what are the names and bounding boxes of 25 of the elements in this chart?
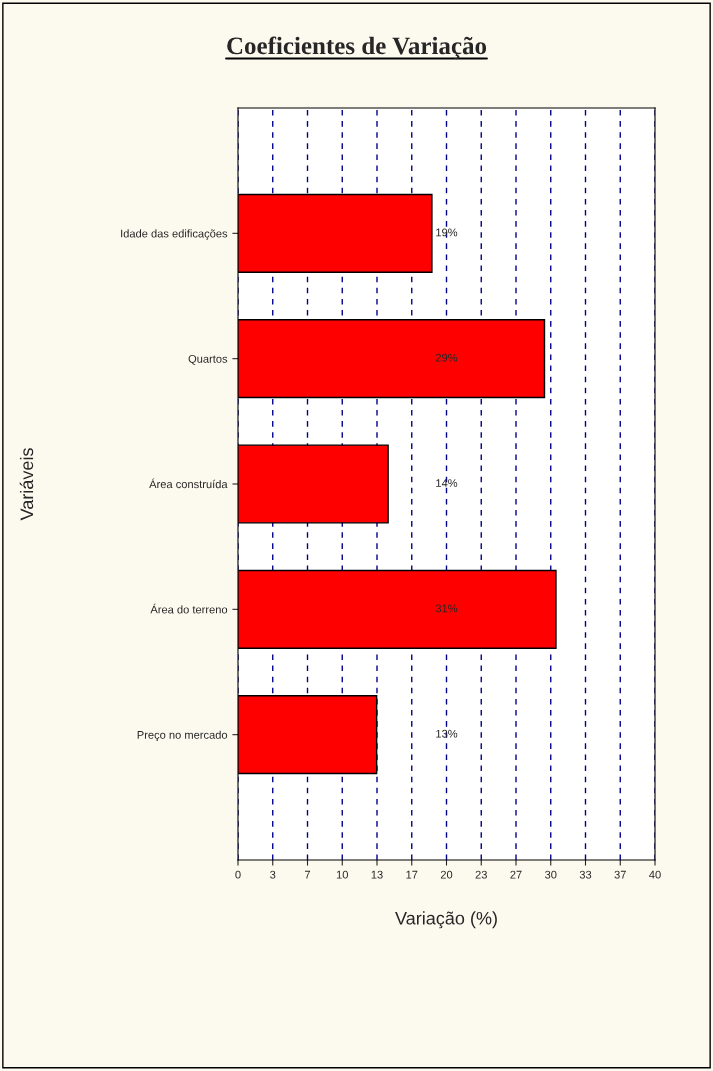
y-axis-title: Variáveis xyxy=(19,448,34,521)
y-tick-label: Área do terreno xyxy=(150,603,228,614)
x-tick-label: 23 xyxy=(475,870,487,879)
data-label: 19% xyxy=(436,228,458,237)
y-tick-label: Idade das edificações xyxy=(121,229,228,240)
x-tick-label: 33 xyxy=(579,870,592,879)
x-axis-title: Variação (%) xyxy=(395,911,497,929)
y-tick-label: Quartos xyxy=(188,354,228,365)
x-tick-label: 37 xyxy=(614,870,626,879)
data-label: 14% xyxy=(436,479,458,487)
chart-title: Coeficientes de Variação xyxy=(227,36,487,60)
x-tick-label: 0 xyxy=(235,870,241,879)
data-label: 29% xyxy=(435,353,458,362)
x-tick-label: 30 xyxy=(544,870,557,879)
x-tick-label: 3 xyxy=(270,870,276,879)
x-tick-label: 40 xyxy=(649,870,661,879)
x-tick-label: 27 xyxy=(510,870,522,879)
x-tick-label: 20 xyxy=(440,870,453,879)
y-tick-label: Preço no mercado xyxy=(137,730,228,742)
data-label: 31% xyxy=(435,604,458,613)
x-tick-label: 17 xyxy=(406,870,418,879)
x-tick-label: 7 xyxy=(304,870,311,879)
y-tick-label: Área construída xyxy=(149,478,228,489)
x-tick-label: 13 xyxy=(371,870,383,879)
x-tick-label: 10 xyxy=(336,870,348,879)
